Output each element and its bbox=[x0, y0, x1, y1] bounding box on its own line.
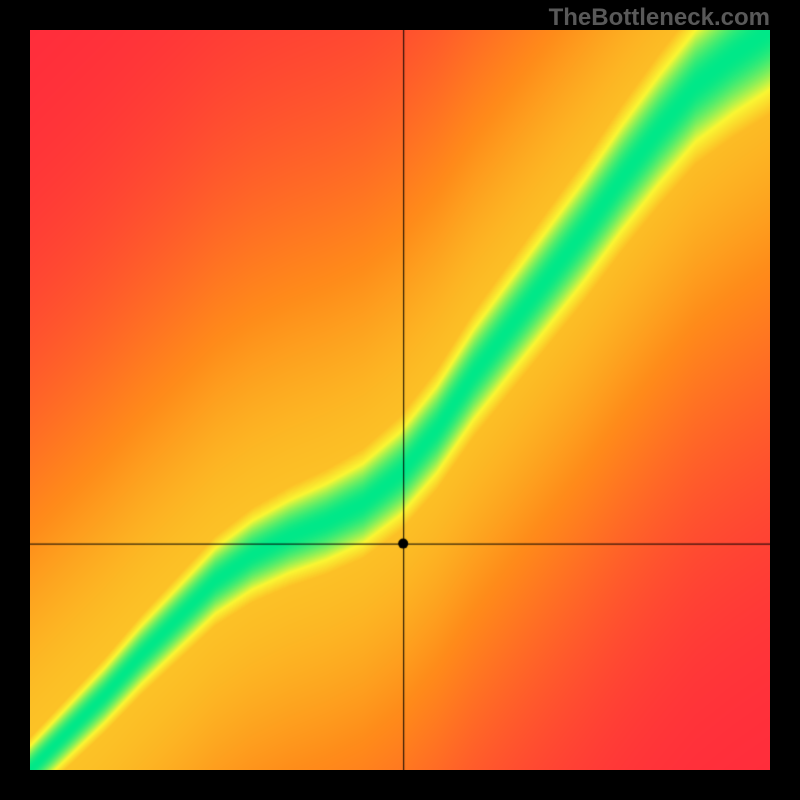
chart-outer-frame: TheBottleneck.com bbox=[0, 0, 800, 800]
plot-frame bbox=[30, 30, 770, 770]
watermark-text: TheBottleneck.com bbox=[549, 4, 770, 32]
heatmap-canvas bbox=[30, 30, 770, 770]
